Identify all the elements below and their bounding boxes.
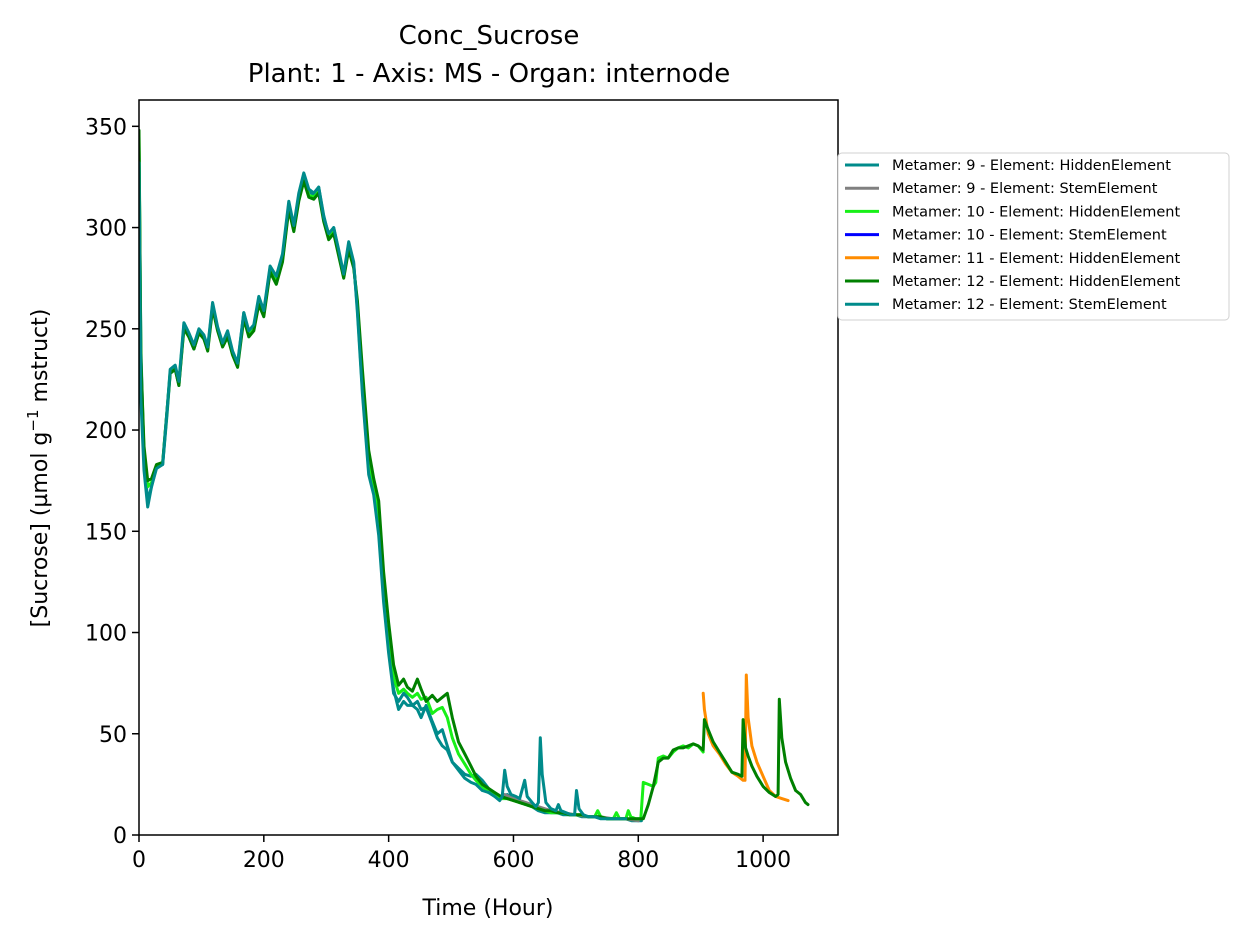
y-tick-label: 200 — [85, 419, 127, 444]
chart-title: Conc_Sucrose — [399, 21, 580, 51]
plot-frame — [138, 99, 839, 836]
y-axis-label-tail: mstruct) — [28, 309, 53, 410]
y-axis-label-exponent: −1 — [24, 409, 42, 431]
y-tick-label: 150 — [85, 520, 127, 545]
plot-lines — [139, 128, 810, 823]
legend: Metamer: 9 - Element: HiddenElement Metam… — [837, 152, 1230, 321]
x-tick-label: 800 — [617, 848, 659, 873]
y-axis-label: [Sucrose] (µmol g−1 mstruct) — [24, 309, 53, 628]
legend-label-7: Metamer: 12 - Element: StemElement — [892, 297, 1167, 313]
series-line-6 — [139, 128, 810, 821]
legend-label-3: Metamer: 10 - Element: HiddenElement — [892, 204, 1180, 220]
series-line-1 — [139, 145, 643, 823]
x-axis: 0 200 400 600 800 1000 — [132, 835, 791, 873]
x-tick-label: 600 — [492, 848, 534, 873]
y-tick-label: 0 — [113, 824, 127, 849]
series-line-7 — [139, 161, 628, 821]
x-axis-label: Time (Hour) — [422, 896, 554, 921]
chart-subtitle: Plant: 1 - Axis: MS - Organ: internode — [248, 59, 730, 89]
legend-label-4: Metamer: 10 - Element: StemElement — [892, 228, 1167, 244]
legend-box — [837, 152, 1230, 321]
y-tick-label: 250 — [85, 318, 127, 343]
y-axis: 0 50 100 150 200 250 300 350 — [85, 115, 139, 849]
y-tick-label: 350 — [85, 115, 127, 140]
y-tick-label: 300 — [85, 217, 127, 242]
x-tick-label: 0 — [132, 848, 146, 873]
legend-label-6: Metamer: 12 - Element: HiddenElement — [892, 274, 1180, 290]
x-tick-label: 400 — [368, 848, 410, 873]
legend-label-2: Metamer: 9 - Element: StemElement — [892, 181, 1158, 197]
x-tick-label: 1000 — [735, 848, 791, 873]
x-tick-label: 200 — [243, 848, 285, 873]
y-axis-label-main: [Sucrose] (µmol g — [28, 432, 53, 628]
legend-label-1: Metamer: 9 - Element: HiddenElement — [892, 158, 1171, 174]
legend-label-5: Metamer: 11 - Element: HiddenElement — [892, 251, 1180, 267]
y-tick-label: 50 — [99, 723, 127, 748]
y-tick-label: 100 — [85, 622, 127, 647]
